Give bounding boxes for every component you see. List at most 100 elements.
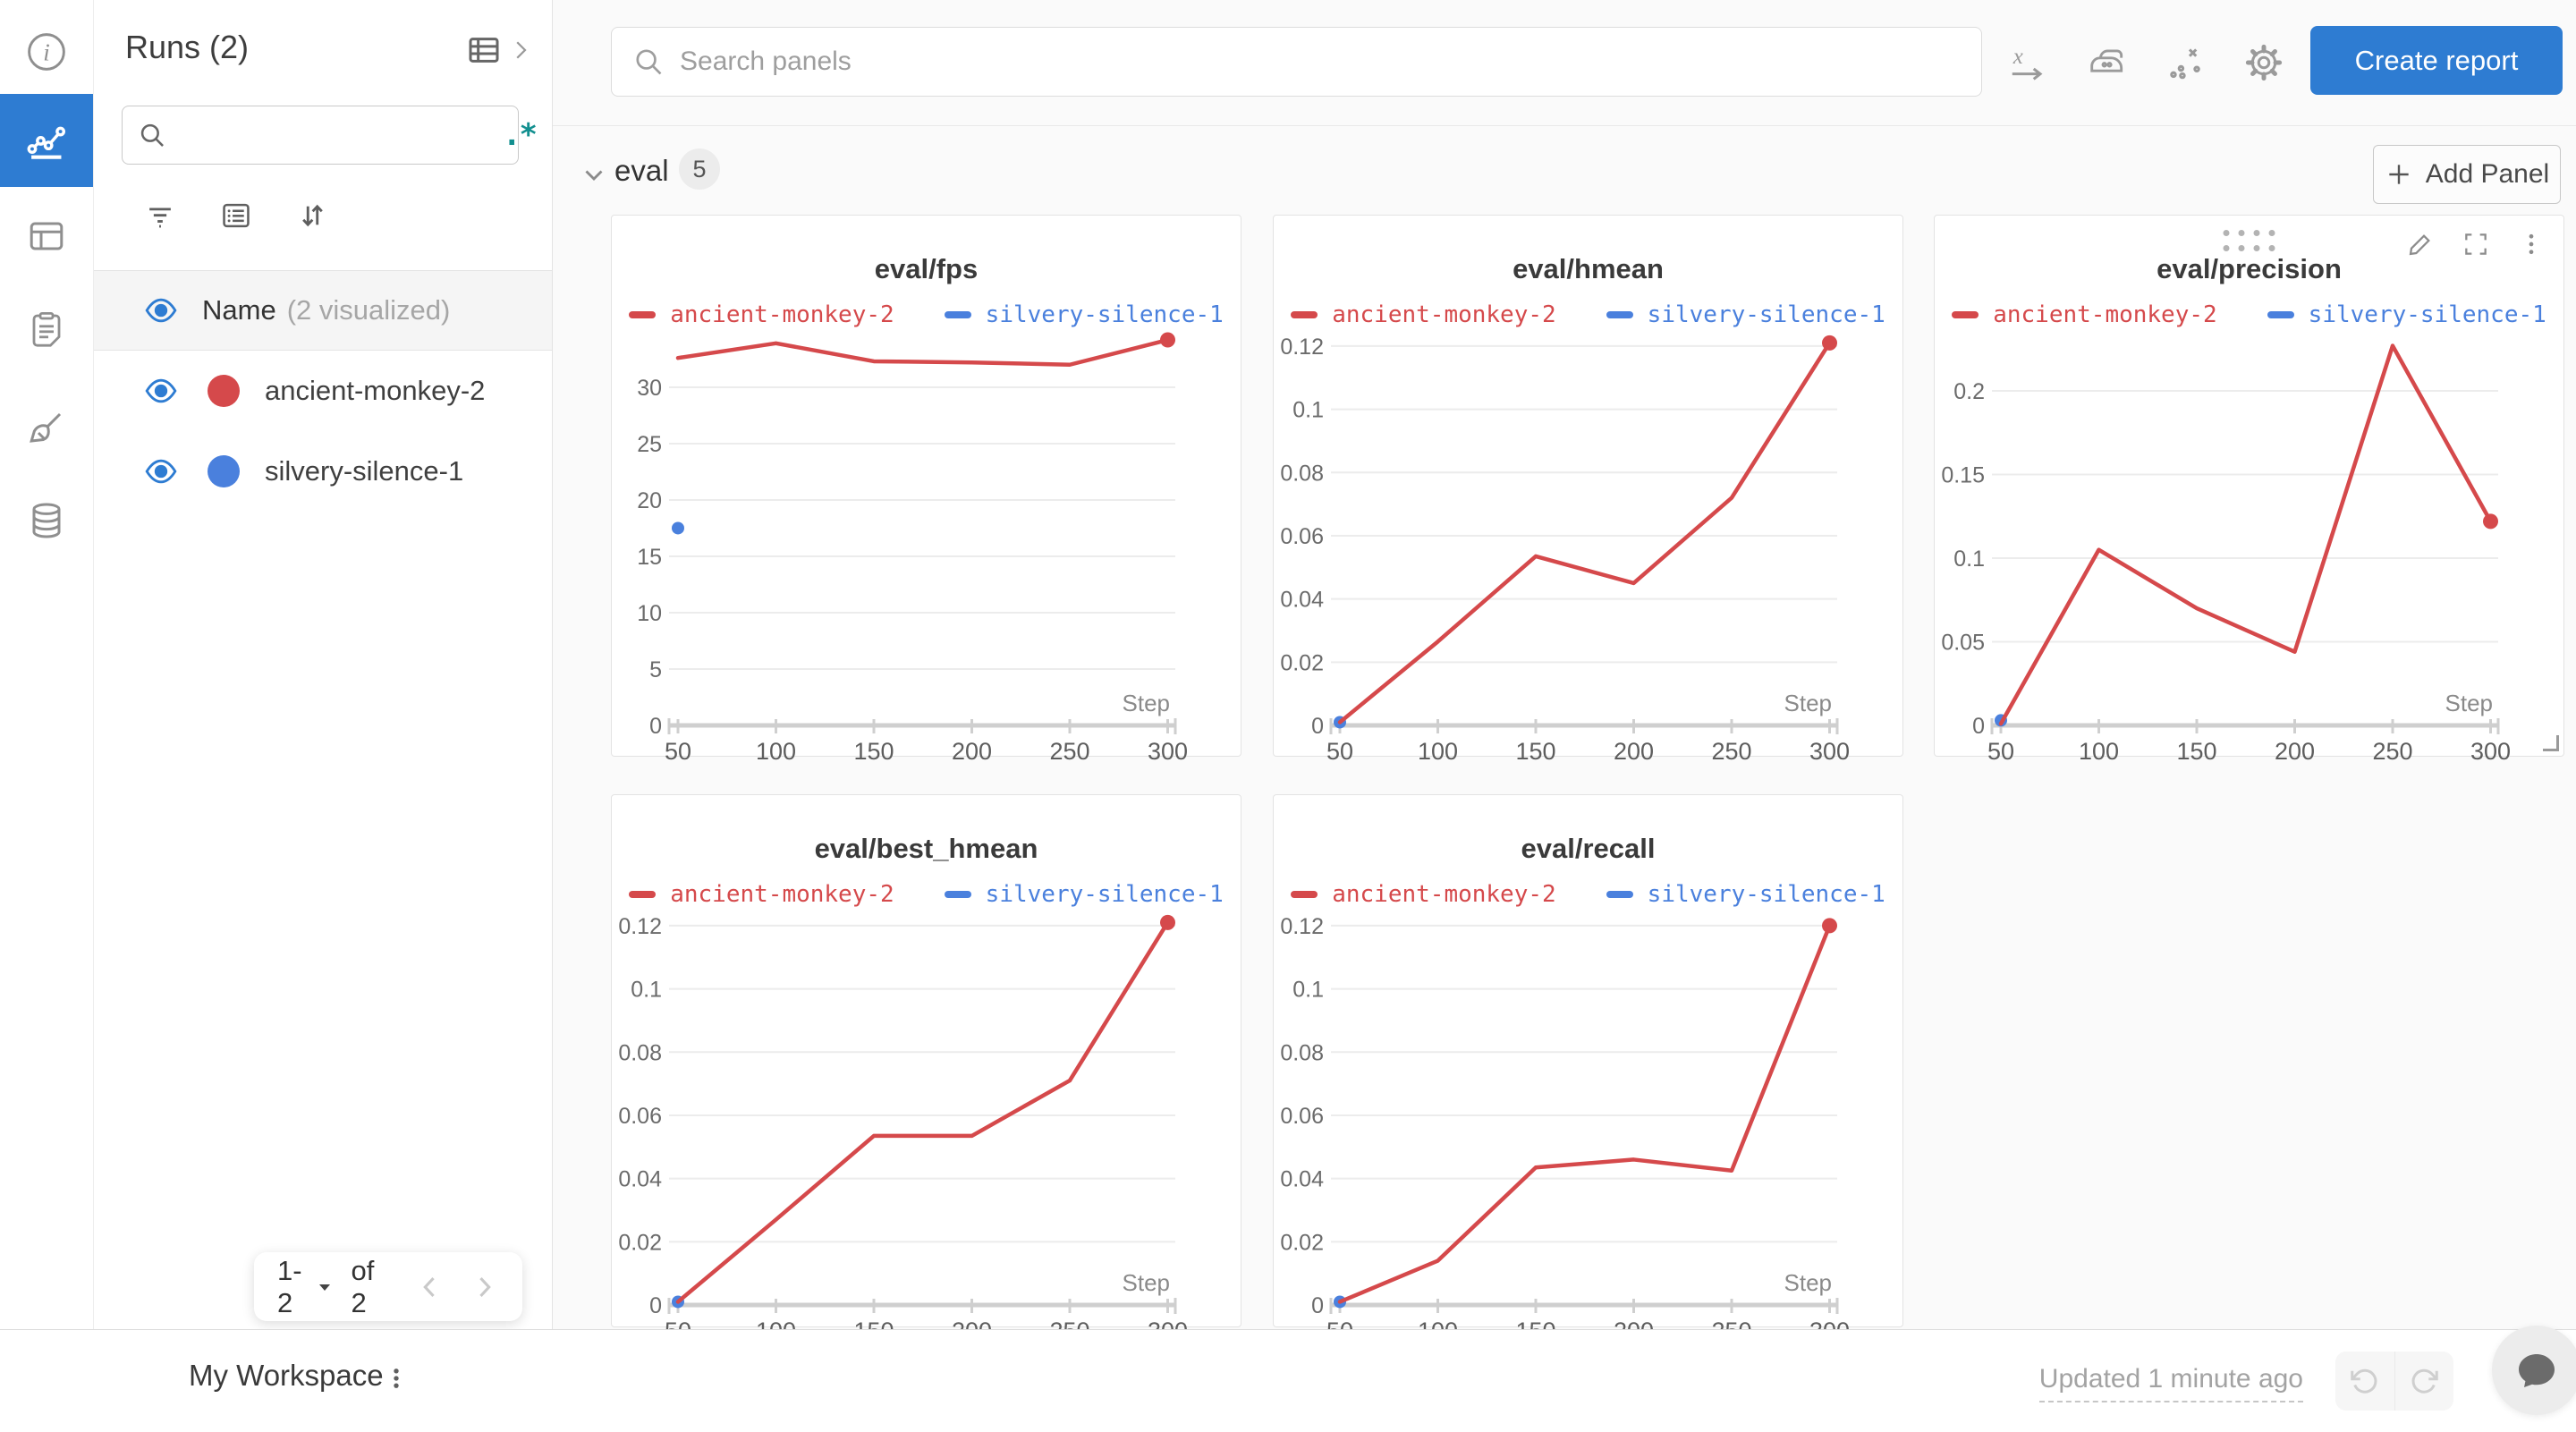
chart-plot[interactable]: 00.020.040.060.080.10.125010015020025030… [612, 911, 1241, 1341]
nav-table-button[interactable] [0, 190, 93, 283]
chart-legend: ancient-monkey-2 silvery-silence-1 [1274, 879, 1902, 910]
columns-button[interactable] [214, 193, 258, 238]
section-title[interactable]: eval [614, 154, 669, 187]
legend-run-name: silvery-silence-1 [985, 881, 1224, 908]
x-axis-settings-icon[interactable]: x [2006, 41, 2049, 84]
workspace-main: x [552, 0, 2576, 1341]
svg-text:150: 150 [1515, 738, 1555, 761]
legend-item[interactable]: ancient-monkey-2 [629, 881, 894, 908]
svg-text:0.02: 0.02 [1280, 1230, 1324, 1255]
nav-artifacts-button[interactable] [0, 474, 93, 567]
drag-handle[interactable] [2223, 230, 2275, 252]
runs-table-toggle[interactable] [466, 32, 534, 68]
legend-item[interactable]: silvery-silence-1 [2267, 301, 2546, 328]
svg-text:200: 200 [2275, 738, 2315, 761]
run-color-dot [208, 375, 240, 407]
chat-bubble-button[interactable] [2492, 1326, 2576, 1415]
runs-search-input[interactable] [176, 120, 503, 150]
runs-search-box: .* [122, 106, 538, 165]
create-report-button[interactable]: Create report [2310, 26, 2563, 95]
svg-text:300: 300 [2470, 738, 2511, 761]
panel-search-input[interactable] [678, 46, 1962, 78]
edit-panel-icon[interactable] [2404, 228, 2436, 260]
panel-count-badge: 5 [679, 148, 720, 190]
workspace-title[interactable]: My Workspace [189, 1359, 384, 1392]
chart-plot[interactable]: 00.020.040.060.080.10.125010015020025030… [1274, 911, 1902, 1341]
next-page-icon[interactable] [469, 1272, 499, 1302]
chart-legend: ancient-monkey-2 silvery-silence-1 [612, 300, 1241, 330]
chart-legend: ancient-monkey-2 silvery-silence-1 [1935, 300, 2563, 330]
legend-swatch [1606, 891, 1633, 898]
svg-text:50: 50 [1326, 738, 1353, 761]
legend-item[interactable]: silvery-silence-1 [1606, 881, 1885, 908]
svg-text:0.06: 0.06 [1280, 524, 1324, 549]
eye-icon[interactable] [143, 373, 179, 409]
run-color-dot [208, 455, 240, 487]
svg-text:0.08: 0.08 [1280, 1040, 1324, 1065]
regex-toggle-icon[interactable]: .* [503, 117, 538, 153]
svg-text:0.1: 0.1 [631, 978, 662, 1003]
eye-icon[interactable] [143, 453, 179, 489]
nav-overview-button[interactable]: i [0, 5, 93, 98]
runs-toolbar [93, 193, 552, 247]
svg-text:0.12: 0.12 [618, 914, 662, 939]
runs-name-header[interactable]: Name (2 visualized) [93, 270, 552, 351]
chevron-right-icon [507, 37, 534, 64]
nav-workspace-button[interactable] [0, 94, 93, 187]
outliers-icon[interactable] [2164, 41, 2207, 84]
legend-run-name: ancient-monkey-2 [670, 881, 894, 908]
svg-text:0: 0 [1311, 714, 1324, 739]
legend-item[interactable]: ancient-monkey-2 [1291, 301, 1556, 328]
sort-runs-button[interactable] [290, 193, 335, 238]
chart-plot[interactable]: 0 5 10 15 20 25 30 50 100 150 200 250 300 Step [612, 332, 1241, 761]
resize-handle[interactable] [2543, 735, 2559, 751]
nav-sweeps-button[interactable] [0, 382, 93, 475]
search-icon [631, 45, 665, 79]
undo-button[interactable] [2335, 1352, 2394, 1411]
smoothing-iron-icon[interactable] [2085, 41, 2128, 84]
svg-text:0: 0 [1972, 714, 1985, 739]
svg-text:5: 5 [649, 657, 662, 682]
left-nav-rail: i [0, 0, 94, 1329]
svg-text:150: 150 [853, 738, 894, 761]
run-row-ancient-monkey-2[interactable]: ancient-monkey-2 [93, 351, 552, 431]
pagination-range[interactable]: 1-2 [277, 1254, 302, 1318]
updated-timestamp[interactable]: Updated 1 minute ago [2038, 1364, 2303, 1402]
svg-text:Step: Step [1123, 1269, 1171, 1296]
chevron-down-icon[interactable] [579, 159, 609, 190]
nav-logs-button[interactable] [0, 283, 93, 376]
kebab-menu-icon[interactable] [2515, 228, 2547, 260]
legend-swatch [1291, 311, 1318, 318]
workspace-footer: My Workspace Updated 1 minute ago [0, 1329, 2576, 1432]
svg-text:100: 100 [2079, 738, 2119, 761]
legend-item[interactable]: ancient-monkey-2 [1952, 301, 2217, 328]
eye-icon[interactable] [143, 292, 179, 328]
legend-swatch [629, 311, 657, 318]
redo-button[interactable] [2395, 1352, 2454, 1411]
prev-page-icon[interactable] [415, 1272, 445, 1302]
visualized-count: (2 visualized) [286, 294, 451, 326]
svg-text:200: 200 [1614, 738, 1654, 761]
legend-item[interactable]: silvery-silence-1 [944, 881, 1224, 908]
legend-item[interactable]: ancient-monkey-2 [629, 301, 894, 328]
svg-text:0: 0 [1311, 1293, 1324, 1318]
legend-item[interactable]: ancient-monkey-2 [1291, 881, 1556, 908]
workspace-menu-icon[interactable] [380, 1359, 412, 1398]
add-panel-button[interactable]: Add Panel [2373, 145, 2561, 204]
fullscreen-icon[interactable] [2460, 228, 2492, 260]
chart-panel: eval/hmean ancient-monkey-2 silvery-silen… [1273, 215, 1903, 761]
svg-text:0.1: 0.1 [1953, 547, 1985, 572]
legend-item[interactable]: silvery-silence-1 [944, 301, 1224, 328]
chart-plot[interactable]: 0 0.05 0.1 0.15 0.2 50 100 150 200 250 300 Step [1935, 332, 2563, 761]
run-row-silvery-silence-1[interactable]: silvery-silence-1 [93, 431, 552, 512]
settings-gear-icon[interactable] [2242, 41, 2285, 84]
chart-title: eval/best_hmean [814, 833, 1038, 864]
svg-text:0.1: 0.1 [1292, 398, 1324, 423]
svg-text:0.04: 0.04 [1280, 1167, 1324, 1192]
filter-runs-button[interactable] [138, 193, 182, 238]
legend-run-name: ancient-monkey-2 [670, 301, 894, 328]
legend-item[interactable]: silvery-silence-1 [1606, 301, 1885, 328]
legend-swatch [1291, 891, 1318, 898]
caret-down-icon[interactable] [316, 1278, 334, 1296]
